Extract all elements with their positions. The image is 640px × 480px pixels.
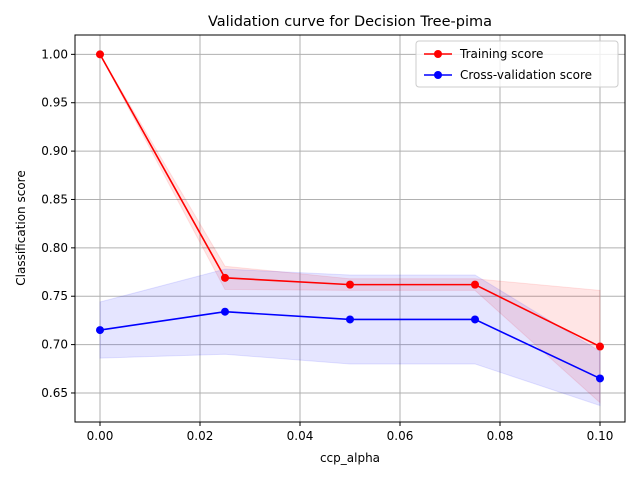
data-point [471, 315, 479, 324]
x-tick-label: 0.02 [187, 429, 214, 443]
data-point [596, 374, 604, 383]
data-point [96, 326, 104, 335]
y-tick-label: 0.95 [41, 96, 68, 110]
x-tick-label: 0.04 [287, 429, 314, 443]
x-tick-label: 0.00 [87, 429, 114, 443]
x-axis-ticks: 0.00 0.02 0.04 0.06 0.08 0.10 [87, 422, 614, 443]
legend-label-0: Training score [459, 47, 543, 61]
plot-frame [74, 34, 626, 423]
legend: Training score Cross-validation score [415, 40, 619, 88]
data-point [346, 315, 354, 324]
data-point [596, 342, 604, 351]
y-tick-label: 0.65 [41, 386, 68, 400]
y-axis-ticks: 0.65 0.70 0.75 0.80 0.85 0.90 0.95 1.00 [41, 47, 75, 400]
x-axis-label: ccp_alpha [320, 451, 380, 465]
x-tick-label: 0.08 [487, 429, 514, 443]
chart-title: Validation curve for Decision Tree-pima [208, 14, 492, 30]
legend-marker-0 [434, 50, 442, 58]
y-tick-label: 0.75 [41, 289, 68, 303]
legend-label-1: Cross-validation score [460, 68, 592, 82]
y-tick-label: 0.85 [41, 192, 68, 206]
confidence-band-1 [99, 268, 601, 407]
data-point [471, 280, 479, 289]
x-tick-label: 0.10 [587, 429, 614, 443]
y-axis-label: Classification score [14, 170, 28, 285]
legend-marker-1 [434, 71, 442, 79]
y-tick-label: 0.90 [41, 144, 68, 158]
data-point [221, 307, 229, 316]
confidence-bands [99, 54, 601, 407]
x-tick-label: 0.06 [387, 429, 414, 443]
data-point [221, 273, 229, 282]
y-tick-label: 1.00 [41, 47, 68, 61]
legend-box [415, 40, 619, 88]
data-point [346, 280, 354, 289]
data-point [96, 50, 104, 59]
series-markers [96, 50, 604, 383]
y-tick-label: 0.80 [41, 241, 68, 255]
y-tick-label: 0.70 [41, 338, 68, 352]
